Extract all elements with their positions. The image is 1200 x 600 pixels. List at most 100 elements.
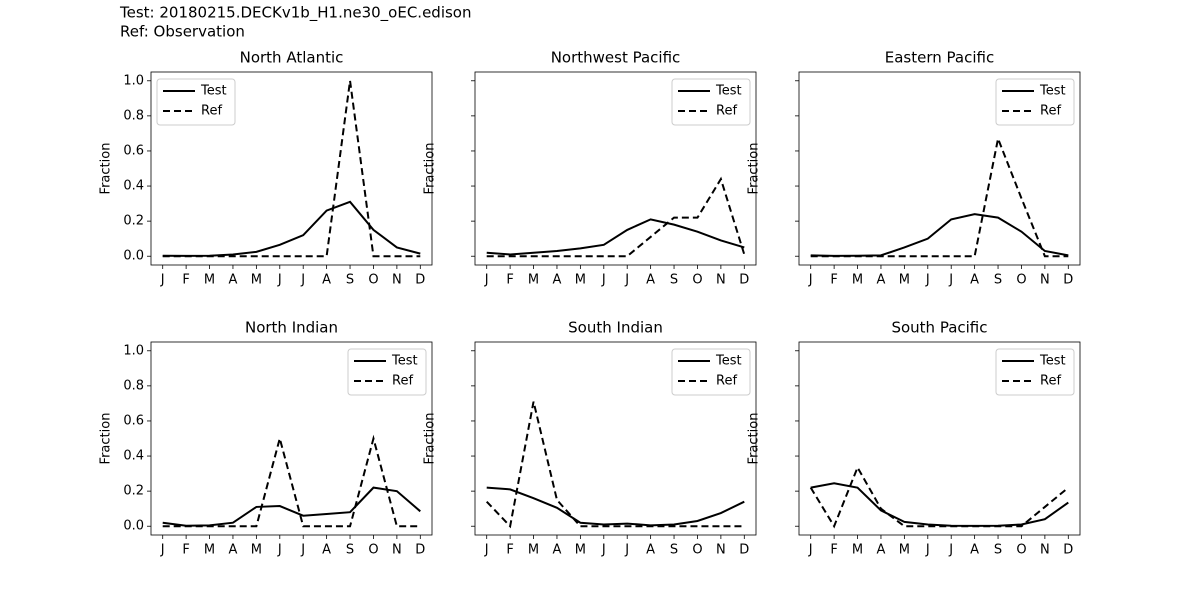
x-tick-label: D <box>739 273 749 288</box>
x-tick-label: J <box>160 543 165 558</box>
x-tick-label: M <box>204 543 215 558</box>
x-tick-label: J <box>601 543 606 558</box>
axes-frame <box>150 341 433 536</box>
x-tick-label: O <box>1016 273 1026 288</box>
y-tick-label: 0.4 <box>123 179 144 194</box>
axes-frame <box>474 341 757 536</box>
series-line <box>810 135 1069 258</box>
subplot-title: South Pacific <box>891 319 987 337</box>
y-tick-label: 0.0 <box>123 519 144 534</box>
y-axis-label: Fraction <box>747 143 762 195</box>
y-tick-label: 0.2 <box>123 214 144 229</box>
y-tick-label: 0.6 <box>123 143 144 158</box>
x-tick-label: J <box>484 273 489 288</box>
subplot-title: Eastern Pacific <box>885 49 994 67</box>
x-tick-label: J <box>484 543 489 558</box>
subplot-title: North Atlantic <box>240 49 344 67</box>
x-tick-label: D <box>1063 543 1073 558</box>
y-axis-label: Fraction <box>423 413 438 465</box>
x-tick-label: M <box>852 273 863 288</box>
x-tick-label: J <box>601 273 606 288</box>
series-line <box>485 401 745 529</box>
x-tick-label: A <box>970 273 979 288</box>
series-line <box>486 218 745 256</box>
x-tick-label: O <box>368 273 378 288</box>
axes-frame <box>798 71 1081 266</box>
legend-label: Ref <box>1040 374 1061 389</box>
series-line <box>810 482 1069 527</box>
series-line <box>162 486 421 527</box>
x-tick-label: S <box>670 273 678 288</box>
x-tick-label: J <box>808 273 813 288</box>
y-axis-label: Fraction <box>99 413 114 465</box>
x-tick-label: J <box>948 543 953 558</box>
y-tick-label: 1.0 <box>123 343 144 358</box>
x-tick-label: J <box>277 273 282 288</box>
legend-label: Test <box>200 84 227 99</box>
x-tick-label: A <box>646 543 655 558</box>
subplot-title: South Indian <box>568 319 663 337</box>
x-tick-label: M <box>899 273 910 288</box>
x-tick-label: M <box>251 273 262 288</box>
legend-label: Test <box>1039 84 1066 99</box>
series-line <box>810 213 1069 257</box>
x-tick-label: M <box>251 543 262 558</box>
x-tick-label: M <box>204 273 215 288</box>
y-tick-label: 0.8 <box>123 108 144 123</box>
axes-frame <box>798 341 1081 536</box>
legend-label: Test <box>1039 354 1066 369</box>
legend-label: Test <box>391 354 418 369</box>
header-test: Test: 20180215.DECKv1b_H1.ne30_oEC.ediso… <box>119 4 471 23</box>
y-tick-label: 0.6 <box>123 413 144 428</box>
x-tick-label: D <box>415 543 425 558</box>
x-tick-label: S <box>994 273 1002 288</box>
x-tick-label: M <box>528 273 539 288</box>
legend-label: Test <box>715 84 742 99</box>
x-tick-label: J <box>808 543 813 558</box>
x-tick-label: F <box>830 273 837 288</box>
y-axis-label: Fraction <box>423 143 438 195</box>
y-tick-label: 0.0 <box>123 249 144 264</box>
x-tick-label: J <box>624 273 629 288</box>
y-axis-label: Fraction <box>99 143 114 195</box>
x-tick-label: J <box>948 273 953 288</box>
x-tick-label: J <box>624 543 629 558</box>
x-tick-label: J <box>277 543 282 558</box>
x-tick-label: J <box>925 273 930 288</box>
legend-label: Ref <box>716 104 737 119</box>
x-tick-label: A <box>229 273 238 288</box>
x-tick-label: A <box>322 273 331 288</box>
subplot-title: North Indian <box>245 319 338 337</box>
legend-label: Ref <box>1040 104 1061 119</box>
axes-frame <box>150 71 433 266</box>
x-tick-label: A <box>877 273 886 288</box>
x-tick-label: A <box>970 543 979 558</box>
x-tick-label: N <box>716 543 726 558</box>
y-axis-label: Fraction <box>747 413 762 465</box>
x-tick-label: D <box>1063 273 1073 288</box>
x-tick-label: F <box>506 543 513 558</box>
x-tick-label: F <box>506 273 513 288</box>
x-tick-label: S <box>346 273 354 288</box>
series-line <box>486 486 745 527</box>
y-tick-label: 0.2 <box>123 484 144 499</box>
x-tick-label: F <box>182 543 189 558</box>
series-line <box>162 200 421 257</box>
x-tick-label: J <box>300 543 305 558</box>
x-tick-label: A <box>877 543 886 558</box>
x-tick-label: J <box>160 273 165 288</box>
legend-label: Test <box>715 354 742 369</box>
x-tick-label: A <box>646 273 655 288</box>
y-tick-label: 1.0 <box>123 73 144 88</box>
x-tick-label: A <box>229 543 238 558</box>
y-tick-label: 0.8 <box>123 378 144 393</box>
header-ref: Ref: Observation <box>120 23 245 41</box>
x-tick-label: O <box>1016 543 1026 558</box>
x-tick-label: M <box>528 543 539 558</box>
legend-label: Ref <box>392 374 413 389</box>
x-tick-label: A <box>553 543 562 558</box>
x-tick-label: A <box>553 273 562 288</box>
x-tick-label: D <box>415 273 425 288</box>
x-tick-label: F <box>830 543 837 558</box>
